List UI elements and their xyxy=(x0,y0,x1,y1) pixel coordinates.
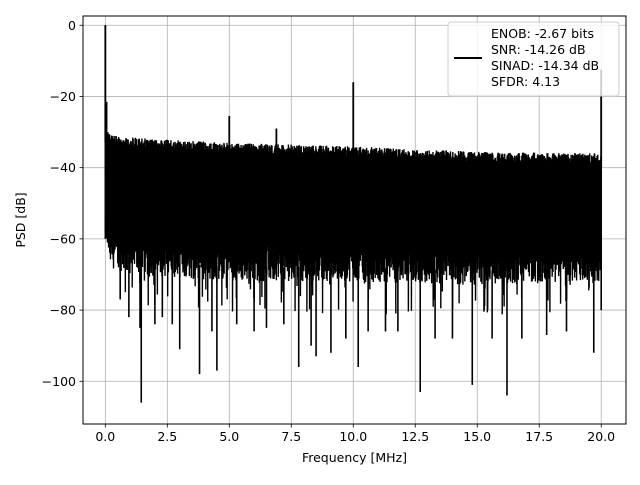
y-tick-label: −40 xyxy=(50,160,76,175)
y-tick-label: −100 xyxy=(42,374,76,389)
axis-ticks: 0.0 2.5 5.0 7.5 10.0 12.5 15.0 17.5 20.0 0 −20 −40 −… xyxy=(42,18,616,444)
x-tick-label: 5.0 xyxy=(219,429,239,444)
y-tick-label: −20 xyxy=(50,89,76,104)
y-tick-label: −60 xyxy=(50,231,76,246)
y-axis-label: PSD [dB] xyxy=(13,192,28,247)
x-tick-label: 2.5 xyxy=(157,429,177,444)
legend-enob: ENOB: -2.67 bits xyxy=(491,26,594,41)
x-tick-label: 10.0 xyxy=(339,429,367,444)
legend: ENOB: -2.67 bits SNR: -14.26 dB SINAD: -… xyxy=(447,21,620,97)
legend-sfdr: SFDR: 4.13 xyxy=(491,74,560,89)
x-tick-label: 20.0 xyxy=(587,429,615,444)
legend-box xyxy=(447,21,620,97)
y-tick-label: 0 xyxy=(68,18,76,33)
plot-frame xyxy=(82,15,627,425)
x-tick-label: 12.5 xyxy=(401,429,429,444)
x-tick-label: 17.5 xyxy=(525,429,553,444)
x-axis-label: Frequency [MHz] xyxy=(302,450,407,465)
legend-snr: SNR: -14.26 dB xyxy=(491,42,586,57)
legend-sinad: SINAD: -14.34 dB xyxy=(491,58,599,73)
x-tick-label: 15.0 xyxy=(463,429,491,444)
x-tick-label: 0.0 xyxy=(95,429,115,444)
plot-area xyxy=(104,25,603,403)
x-tick-label: 7.5 xyxy=(281,429,301,444)
y-tick-label: −80 xyxy=(50,303,76,318)
